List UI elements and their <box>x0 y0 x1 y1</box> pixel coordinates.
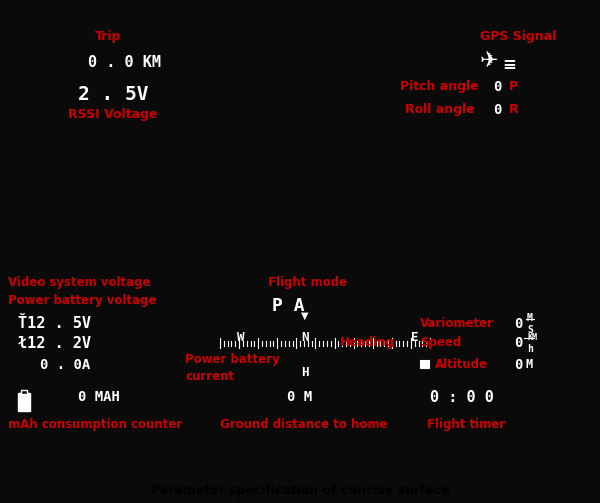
Text: P: P <box>509 79 518 93</box>
Text: Ground distance to home: Ground distance to home <box>220 418 388 431</box>
Text: Altitude: Altitude <box>435 359 488 371</box>
Text: N: N <box>301 330 309 344</box>
Text: Flight mode: Flight mode <box>268 276 347 289</box>
Text: Parameter specification of concise surface: Parameter specification of concise surfa… <box>151 484 449 497</box>
Text: Roll angle: Roll angle <box>405 103 475 116</box>
Text: 0: 0 <box>514 359 523 372</box>
Text: RSSI Voltage: RSSI Voltage <box>68 108 157 121</box>
Text: ł12 . 2V: ł12 . 2V <box>18 337 91 352</box>
Text: Heading: Heading <box>340 337 395 350</box>
Text: E: E <box>411 330 419 344</box>
Text: 0 . 0 KM: 0 . 0 KM <box>88 55 161 70</box>
Text: GPS Signal: GPS Signal <box>480 30 556 43</box>
Text: M: M <box>526 359 533 371</box>
Text: Power battery voltage: Power battery voltage <box>8 294 157 307</box>
Text: KM: KM <box>527 332 537 342</box>
Text: 0 : 0 0: 0 : 0 0 <box>430 390 494 405</box>
Text: Speed: Speed <box>420 337 461 350</box>
Text: 0 M: 0 M <box>287 390 312 404</box>
Text: P A: P A <box>272 297 305 315</box>
Text: R: R <box>509 103 518 116</box>
Text: 0: 0 <box>493 103 502 117</box>
Text: ▼: ▼ <box>301 310 309 320</box>
Text: 0: 0 <box>514 337 523 351</box>
FancyBboxPatch shape <box>18 393 30 411</box>
Text: Variometer: Variometer <box>420 316 494 329</box>
Text: ≡: ≡ <box>502 56 516 74</box>
Text: Power battery: Power battery <box>185 354 280 366</box>
Text: H: H <box>301 366 309 379</box>
Text: 2 . 5V: 2 . 5V <box>78 85 149 104</box>
Text: h: h <box>527 345 533 355</box>
Text: Trip: Trip <box>95 30 121 43</box>
Text: 0: 0 <box>514 316 523 330</box>
FancyBboxPatch shape <box>21 390 27 394</box>
Text: Ť12 . 5V: Ť12 . 5V <box>18 315 91 330</box>
Text: 0 MAH: 0 MAH <box>78 390 120 404</box>
Text: ✈: ✈ <box>480 52 499 72</box>
Text: Video system voltage: Video system voltage <box>8 276 151 289</box>
Text: S: S <box>527 324 533 334</box>
Text: Flight timer: Flight timer <box>427 418 505 431</box>
Text: mAh consumption counter: mAh consumption counter <box>8 418 182 431</box>
Text: W: W <box>237 330 245 344</box>
Text: current: current <box>185 370 234 383</box>
Text: 0 . 0A: 0 . 0A <box>40 359 90 372</box>
Text: Pitch angle: Pitch angle <box>400 79 479 93</box>
FancyBboxPatch shape <box>420 360 429 368</box>
Text: M: M <box>527 312 533 322</box>
Text: 0: 0 <box>493 79 502 94</box>
